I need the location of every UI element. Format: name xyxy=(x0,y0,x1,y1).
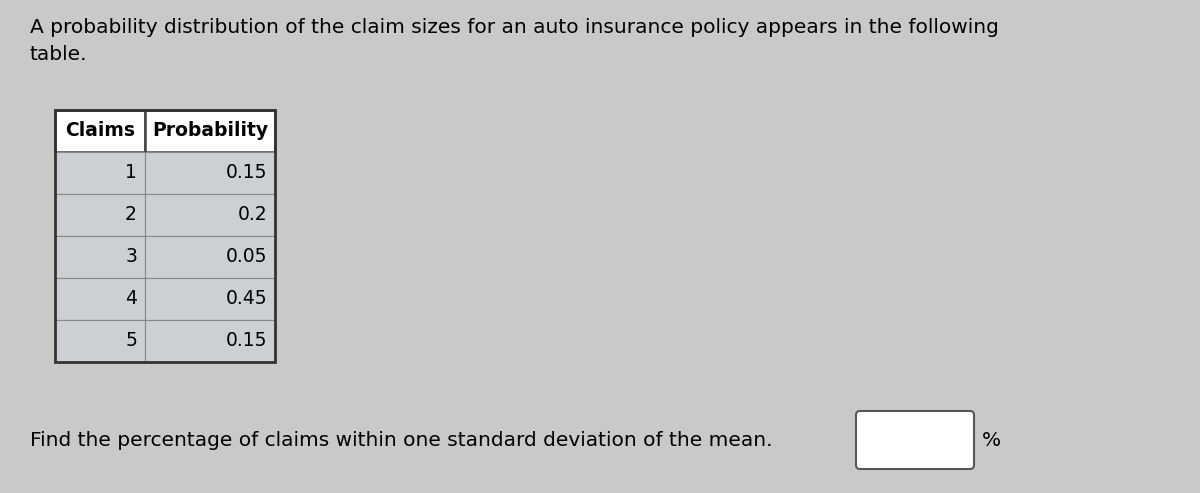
Bar xyxy=(145,194,275,236)
Bar xyxy=(145,110,275,152)
Text: 3: 3 xyxy=(125,247,137,267)
Text: %: % xyxy=(982,430,1001,450)
Bar xyxy=(55,110,145,152)
Text: 1: 1 xyxy=(125,164,137,182)
Text: A probability distribution of the claim sizes for an auto insurance policy appea: A probability distribution of the claim … xyxy=(30,18,998,64)
Text: 0.15: 0.15 xyxy=(226,164,266,182)
Bar xyxy=(55,278,145,320)
Text: 0.05: 0.05 xyxy=(226,247,266,267)
Bar xyxy=(55,194,145,236)
Bar xyxy=(145,320,275,362)
Bar xyxy=(145,236,275,278)
Text: Probability: Probability xyxy=(152,121,268,141)
Text: 2: 2 xyxy=(125,206,137,224)
Bar xyxy=(55,110,275,362)
Bar xyxy=(55,236,145,278)
Bar xyxy=(145,278,275,320)
Text: 4: 4 xyxy=(125,289,137,309)
Bar xyxy=(55,152,145,194)
Bar xyxy=(145,152,275,194)
Bar xyxy=(55,320,145,362)
Text: 0.45: 0.45 xyxy=(226,289,266,309)
Text: Claims: Claims xyxy=(65,121,134,141)
Text: 0.2: 0.2 xyxy=(238,206,266,224)
Text: Find the percentage of claims within one standard deviation of the mean.: Find the percentage of claims within one… xyxy=(30,430,773,450)
Text: 0.15: 0.15 xyxy=(226,331,266,351)
FancyBboxPatch shape xyxy=(856,411,974,469)
Text: 5: 5 xyxy=(125,331,137,351)
